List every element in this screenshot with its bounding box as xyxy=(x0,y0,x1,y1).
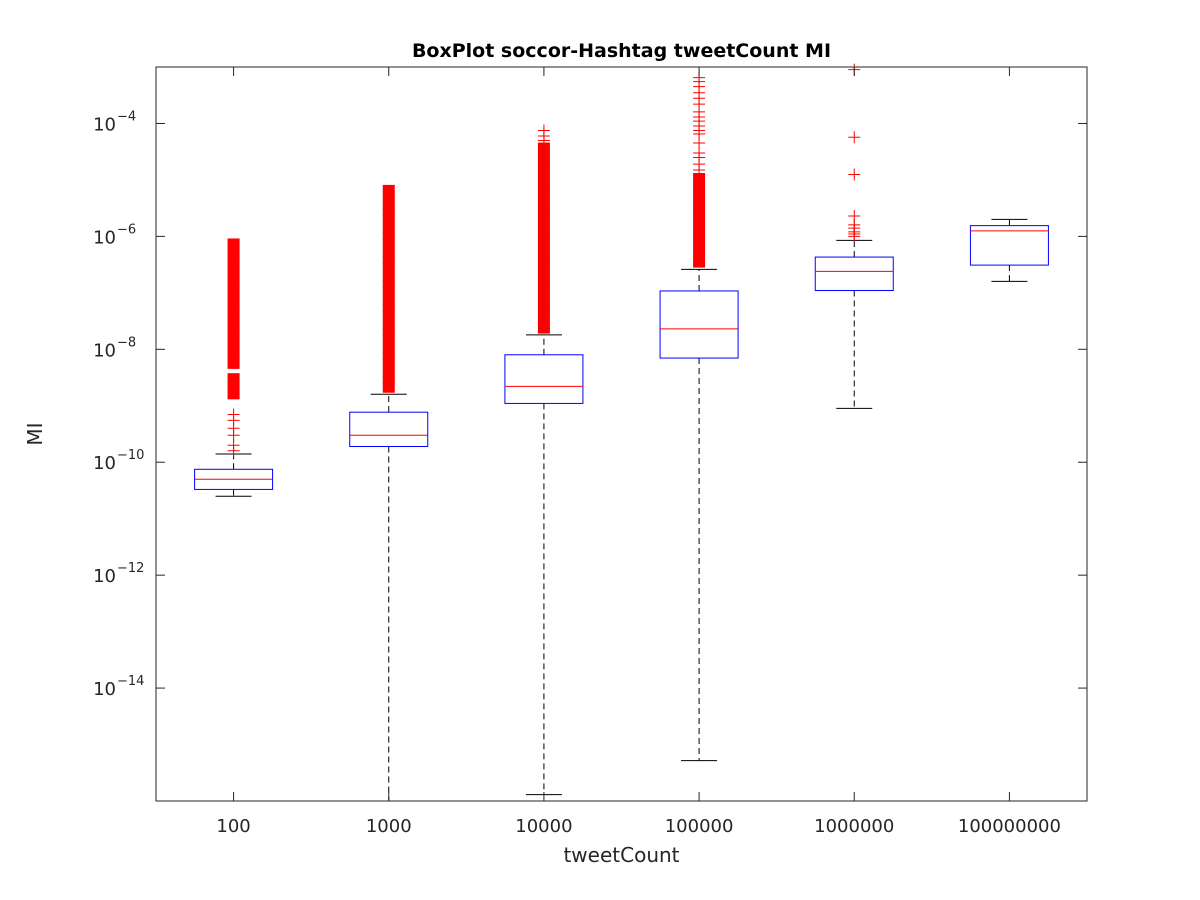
x-tick-label: 100 xyxy=(216,816,250,837)
y-tick-exponent: −14 xyxy=(117,674,144,689)
x-axis-label: tweetCount xyxy=(563,843,679,867)
iqr-box xyxy=(349,411,429,447)
outlier-cluster xyxy=(227,373,240,400)
outlier-marker xyxy=(227,408,240,421)
y-tick-label: 10 xyxy=(93,679,116,700)
iqr-box xyxy=(969,225,1049,266)
outlier-marker xyxy=(848,168,861,181)
y-axis-label: MI xyxy=(23,422,47,445)
box-group-100000 xyxy=(659,71,739,762)
outlier-marker xyxy=(848,131,861,144)
x-tick-label: 10000 xyxy=(515,816,572,837)
outlier-marker xyxy=(848,209,861,222)
outlier-marker xyxy=(537,124,550,137)
outlier-cluster xyxy=(693,173,706,268)
chart-title: BoxPlot soccor-Hashtag tweetCount MI xyxy=(412,40,831,62)
iqr-box xyxy=(659,290,739,359)
plot-area xyxy=(156,67,1087,801)
y-tick-label: 10 xyxy=(93,227,116,248)
y-tick-exponent: −8 xyxy=(117,335,136,350)
box-group-1000 xyxy=(349,184,429,802)
y-tick-exponent: −6 xyxy=(117,222,136,237)
axes-frame xyxy=(155,66,1088,802)
x-tick-label: 100000000 xyxy=(958,816,1061,837)
box-group-10000 xyxy=(504,124,584,796)
x-tick-label: 100000 xyxy=(665,816,734,837)
y-tick-label: 10 xyxy=(93,453,116,474)
x-tick-label: 1000000 xyxy=(814,816,894,837)
box-group-100000000 xyxy=(969,218,1049,282)
outlier-cluster xyxy=(227,238,240,369)
outlier-cluster xyxy=(382,185,395,393)
iqr-box xyxy=(814,256,894,292)
y-tick-exponent: −10 xyxy=(117,448,144,463)
box-group-100 xyxy=(194,238,274,497)
y-tick-exponent: −4 xyxy=(117,109,136,124)
boxes-layer xyxy=(194,63,1049,802)
y-tick-label: 10 xyxy=(93,566,116,587)
y-tick-label: 10 xyxy=(93,340,116,361)
x-tick-label: 1000 xyxy=(366,816,412,837)
y-tick-label: 10 xyxy=(93,114,116,135)
iqr-box xyxy=(504,354,584,404)
box-group-1000000 xyxy=(814,63,894,409)
y-tick-exponent: −12 xyxy=(117,561,144,576)
